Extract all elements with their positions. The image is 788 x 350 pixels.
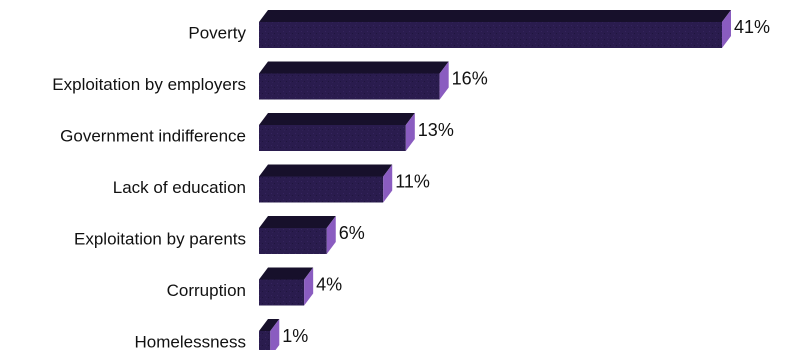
category-label: Exploitation by employers: [52, 75, 246, 94]
category-label: Poverty: [188, 23, 246, 42]
labels-layer: Poverty 41% Exploitation by employers 16% Go…: [52, 17, 770, 350]
bar-front-face: [259, 279, 305, 306]
bar-front-face: [259, 73, 440, 100]
value-label: 41%: [734, 17, 770, 37]
bar-front-face: [259, 331, 271, 350]
bar: [259, 216, 336, 254]
bars-layer: [259, 10, 731, 350]
bar-front-face: [259, 125, 406, 151]
value-label: 11%: [395, 171, 430, 191]
category-label: Homelessness: [135, 332, 247, 350]
category-label: Exploitation by parents: [74, 229, 246, 248]
bar-side-face: [405, 113, 415, 151]
bar: [259, 267, 314, 306]
bar: [259, 319, 280, 350]
bar-top-face: [259, 216, 336, 228]
bar: [259, 61, 449, 100]
bar-top-face: [259, 164, 393, 177]
bar: [259, 113, 415, 151]
bar-front-face: [259, 176, 384, 203]
bar-front-face: [259, 22, 722, 48]
bar-side-face: [270, 319, 280, 350]
value-label: 13%: [418, 120, 454, 140]
category-label: Lack of education: [113, 178, 246, 197]
bar-side-face: [304, 267, 314, 306]
category-label: Government indifference: [60, 126, 246, 145]
bar: [259, 10, 731, 48]
bar-top-face: [259, 267, 314, 280]
bar-side-face: [383, 164, 393, 203]
bar-top-face: [259, 10, 731, 22]
value-label: 1%: [282, 326, 308, 346]
bar-top-face: [259, 61, 449, 74]
bar-side-face: [722, 10, 731, 48]
bar: [259, 164, 393, 203]
bar-side-face: [439, 61, 449, 100]
value-label: 4%: [316, 274, 342, 294]
bar-side-face: [326, 216, 336, 254]
bar-top-face: [259, 319, 280, 331]
value-label: 16%: [452, 68, 488, 88]
bar-front-face: [259, 228, 327, 254]
category-label: Corruption: [167, 281, 246, 300]
bar-top-face: [259, 113, 415, 125]
value-label: 6%: [339, 223, 365, 243]
